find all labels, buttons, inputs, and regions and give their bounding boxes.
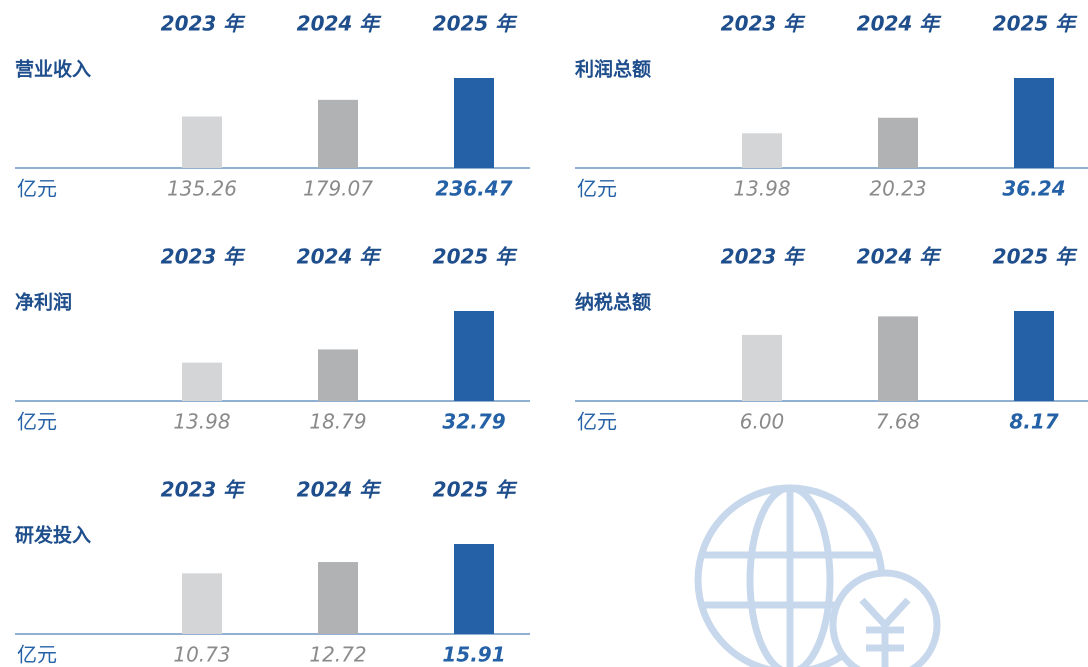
bar bbox=[182, 573, 222, 634]
bar bbox=[318, 349, 358, 401]
value-label: 135.26 bbox=[167, 177, 237, 201]
unit-label: 亿元 bbox=[17, 177, 57, 201]
year-label: 2023 年 bbox=[161, 245, 247, 269]
year-label: 2025 年 bbox=[993, 245, 1079, 269]
chart-title: 营业收入 bbox=[15, 58, 91, 81]
bar bbox=[454, 78, 494, 168]
bar bbox=[318, 562, 358, 634]
value-label: 236.47 bbox=[435, 177, 512, 201]
value-label: 13.98 bbox=[173, 410, 230, 434]
chart-title: 研发投入 bbox=[15, 524, 91, 547]
value-label: 12.72 bbox=[309, 643, 366, 667]
bar bbox=[454, 311, 494, 401]
year-label: 2025 年 bbox=[993, 12, 1079, 36]
value-label: 13.98 bbox=[733, 177, 790, 201]
chart-panel: 营业收入亿元 2023 年 135.26 2024 年 179.07 2025 年 236.… bbox=[0, 0, 1088, 667]
value-label: 15.91 bbox=[442, 643, 505, 667]
year-label: 2025 年 bbox=[433, 478, 519, 502]
year-label: 2024 年 bbox=[297, 12, 383, 36]
year-label: 2023 年 bbox=[161, 478, 247, 502]
bar bbox=[878, 316, 918, 401]
page: 营业收入亿元 2023 年 135.26 2024 年 179.07 2025 年 236.… bbox=[0, 0, 1088, 667]
unit-label: 亿元 bbox=[577, 177, 617, 201]
unit-label: 亿元 bbox=[17, 410, 57, 434]
unit-label: 亿元 bbox=[577, 410, 617, 434]
value-label: 32.79 bbox=[442, 410, 505, 434]
value-label: 36.24 bbox=[1002, 177, 1065, 201]
year-label: 2023 年 bbox=[721, 245, 807, 269]
year-label: 2025 年 bbox=[433, 12, 519, 36]
year-label: 2023 年 bbox=[721, 12, 807, 36]
value-label: 6.00 bbox=[740, 410, 785, 434]
value-label: 7.68 bbox=[876, 410, 921, 434]
globe-icon bbox=[698, 488, 937, 667]
bar bbox=[878, 118, 918, 168]
bar bbox=[742, 335, 782, 401]
bar bbox=[1014, 311, 1054, 401]
year-label: 2024 年 bbox=[857, 245, 943, 269]
year-label: 2023 年 bbox=[161, 12, 247, 36]
chart-title: 纳税总额 bbox=[575, 291, 651, 314]
bar bbox=[742, 133, 782, 168]
value-label: 8.17 bbox=[1009, 410, 1058, 434]
year-label: 2024 年 bbox=[297, 245, 383, 269]
year-label: 2025 年 bbox=[433, 245, 519, 269]
year-label: 2024 年 bbox=[297, 478, 383, 502]
value-label: 179.07 bbox=[303, 177, 373, 201]
bar bbox=[182, 117, 222, 168]
chart-title: 净利润 bbox=[15, 291, 72, 314]
value-label: 18.79 bbox=[309, 410, 366, 434]
year-label: 2024 年 bbox=[857, 12, 943, 36]
bar bbox=[454, 544, 494, 634]
unit-label: 亿元 bbox=[17, 643, 57, 667]
chart-title: 利润总额 bbox=[575, 58, 651, 81]
value-label: 10.73 bbox=[173, 643, 230, 667]
bar bbox=[182, 363, 222, 401]
value-label: 20.23 bbox=[869, 177, 926, 201]
bar bbox=[1014, 78, 1054, 168]
bar bbox=[318, 100, 358, 168]
